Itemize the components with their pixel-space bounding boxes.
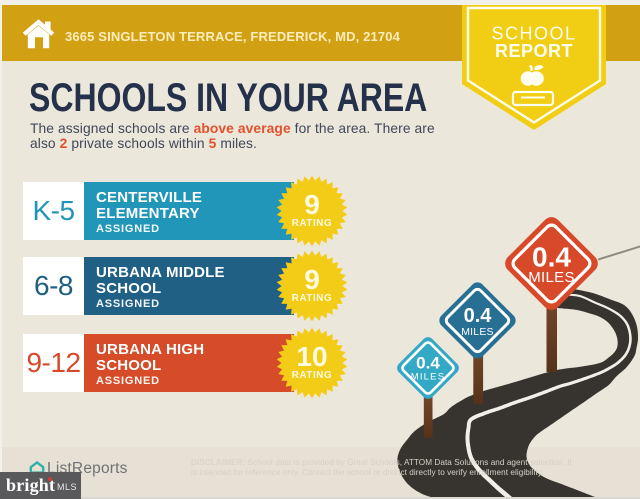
- svg-text:0.4: 0.4: [464, 305, 493, 327]
- svg-text:MILES: MILES: [411, 372, 446, 383]
- svg-text:MILES: MILES: [461, 326, 494, 338]
- svg-text:0.4: 0.4: [532, 241, 571, 272]
- svg-text:MILES: MILES: [528, 269, 575, 286]
- svg-text:0.4: 0.4: [416, 353, 440, 372]
- svg-text:SCHOOL: SCHOOL: [491, 24, 576, 44]
- svg-text:REPORT: REPORT: [495, 41, 573, 61]
